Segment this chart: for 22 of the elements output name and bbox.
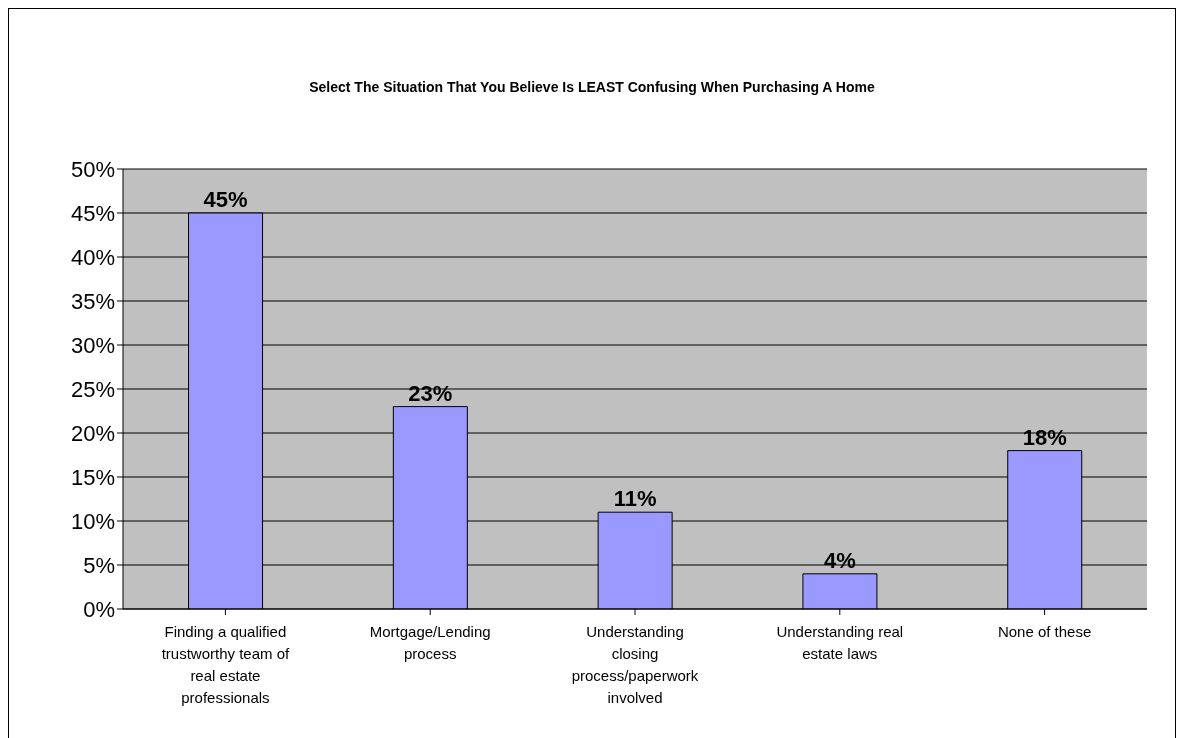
chart-title: Select The Situation That You Believe Is LEAST Confusing When Purchasing A Home xyxy=(308,79,876,95)
data-label: 11% xyxy=(613,486,657,512)
y-tick-label: 5% xyxy=(83,552,115,578)
y-tick-label: 15% xyxy=(70,464,115,490)
y-tick-label: 10% xyxy=(70,508,115,534)
x-tick-label: None of these xyxy=(997,623,1092,640)
x-tick-label: Understanding real estate laws xyxy=(776,623,904,662)
y-tick-label: 20% xyxy=(70,420,115,446)
y-tick-label: 45% xyxy=(70,200,115,226)
y-tick-label: 50% xyxy=(70,156,115,182)
x-tick-label: Mortgage/Lending process xyxy=(369,623,491,662)
y-tick-label: 25% xyxy=(70,376,115,402)
data-label: 4% xyxy=(824,547,856,573)
data-label: 18% xyxy=(1022,424,1067,450)
x-tick-label: Finding a qualified trustworthy team of real estate professionals xyxy=(161,623,290,706)
y-tick-label: 30% xyxy=(70,332,115,358)
data-label: 45% xyxy=(203,187,248,212)
y-tick-label: 40% xyxy=(70,244,115,270)
x-tick-label: Understanding closing process/paperwork involved xyxy=(571,623,699,706)
data-label: 23% xyxy=(408,380,453,406)
y-tick-label: 0% xyxy=(83,596,115,622)
y-tick-label: 35% xyxy=(70,288,115,314)
